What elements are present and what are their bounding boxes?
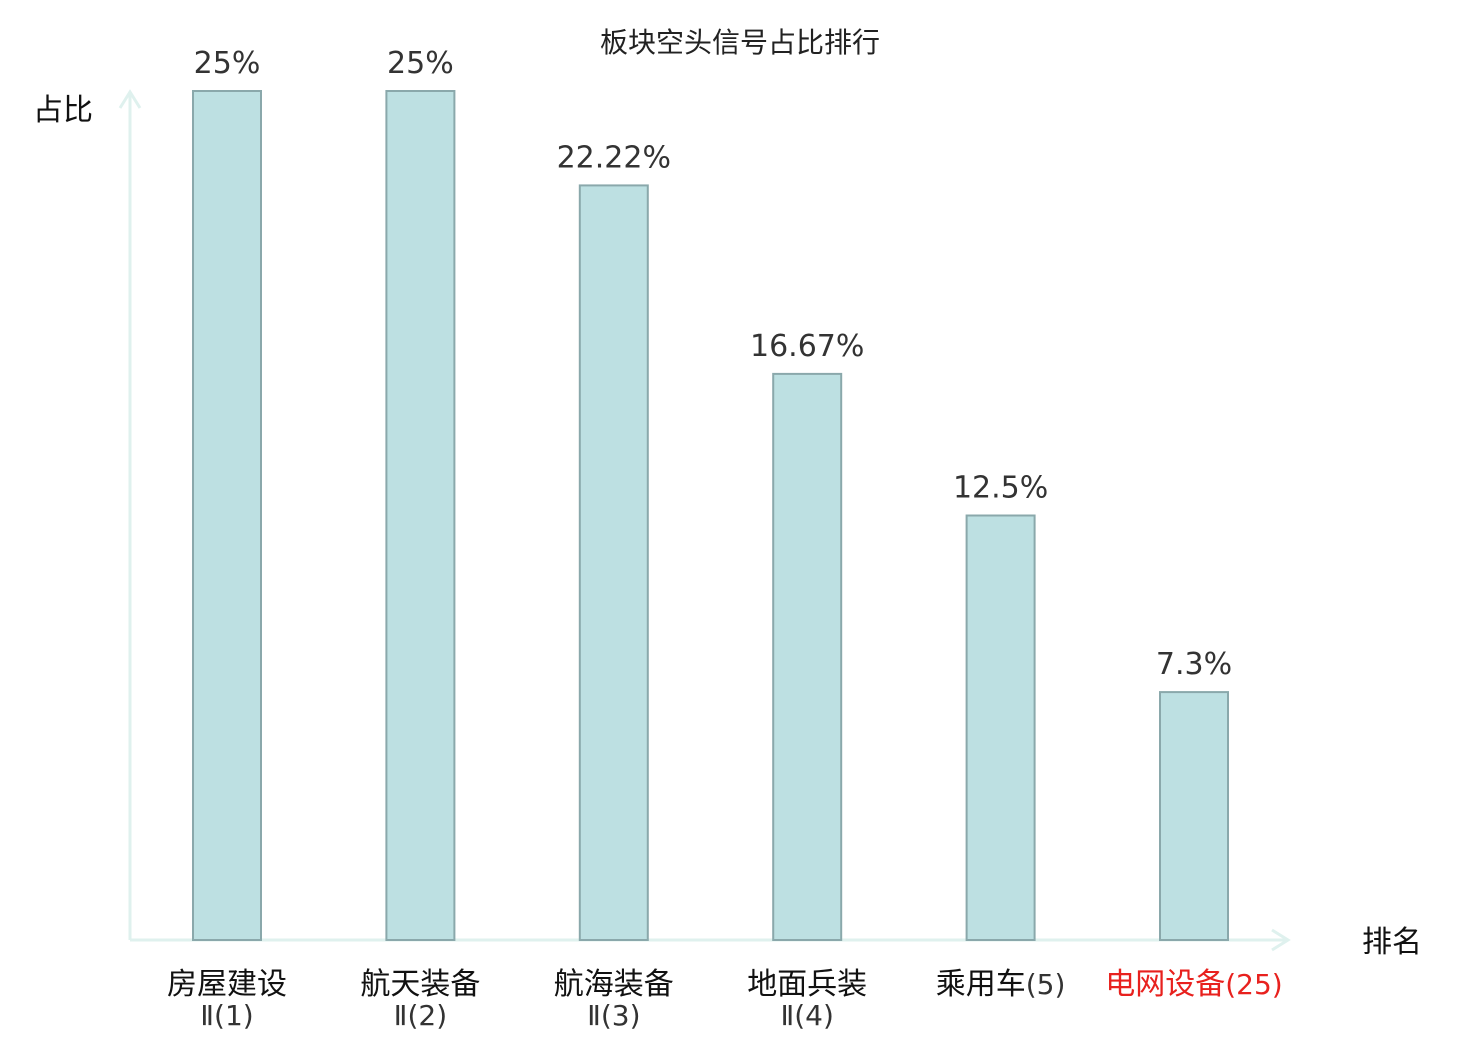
category-name: 电网设备 <box>1105 967 1225 1002</box>
category-rank: Ⅱ(3) <box>587 999 640 1032</box>
bar <box>578 184 649 941</box>
category-rank: (25) <box>1225 968 1282 1001</box>
category-rank: Ⅱ(1) <box>200 999 253 1032</box>
x-axis-arrow <box>1271 928 1291 952</box>
bar-value-label: 12.5% <box>953 471 1048 506</box>
bar-value-label: 16.67% <box>750 329 864 364</box>
chart-title: 板块空头信号占比排行 <box>600 26 880 59</box>
category-name: 航海装备 <box>554 967 674 1002</box>
bar <box>192 90 262 941</box>
category-rank: Ⅱ(4) <box>780 999 833 1032</box>
bar <box>1159 691 1229 941</box>
category-name: 房屋建设 <box>167 967 287 1002</box>
category-name: 航天装备 <box>360 967 480 1002</box>
axes <box>118 89 1291 952</box>
bar <box>385 90 456 941</box>
category-name: 乘用车 <box>936 967 1026 1002</box>
category-name: 地面兵装 <box>747 967 867 1002</box>
y-axis-label: 占比 <box>33 93 93 128</box>
y-axis-arrow <box>118 89 142 109</box>
x-axis-label: 排名 <box>1362 925 1422 960</box>
bar-value-label: 25% <box>387 46 454 81</box>
bar-value-label: 25% <box>194 46 261 81</box>
value-labels-group: 25% 25% 22.22% 16.67% 12.5% 7.3% <box>194 46 1232 682</box>
bar <box>772 372 843 942</box>
bar <box>965 514 1036 941</box>
bars-group <box>192 90 1229 942</box>
category-rank: (5) <box>1026 968 1066 1001</box>
bar-value-label: 7.3% <box>1156 647 1232 682</box>
category-rank: Ⅱ(2) <box>394 999 447 1032</box>
bar-value-label: 22.22% <box>557 140 671 175</box>
category-label: 乘用车(5) <box>936 967 1066 1002</box>
category-label: 电网设备(25) <box>1105 967 1282 1002</box>
